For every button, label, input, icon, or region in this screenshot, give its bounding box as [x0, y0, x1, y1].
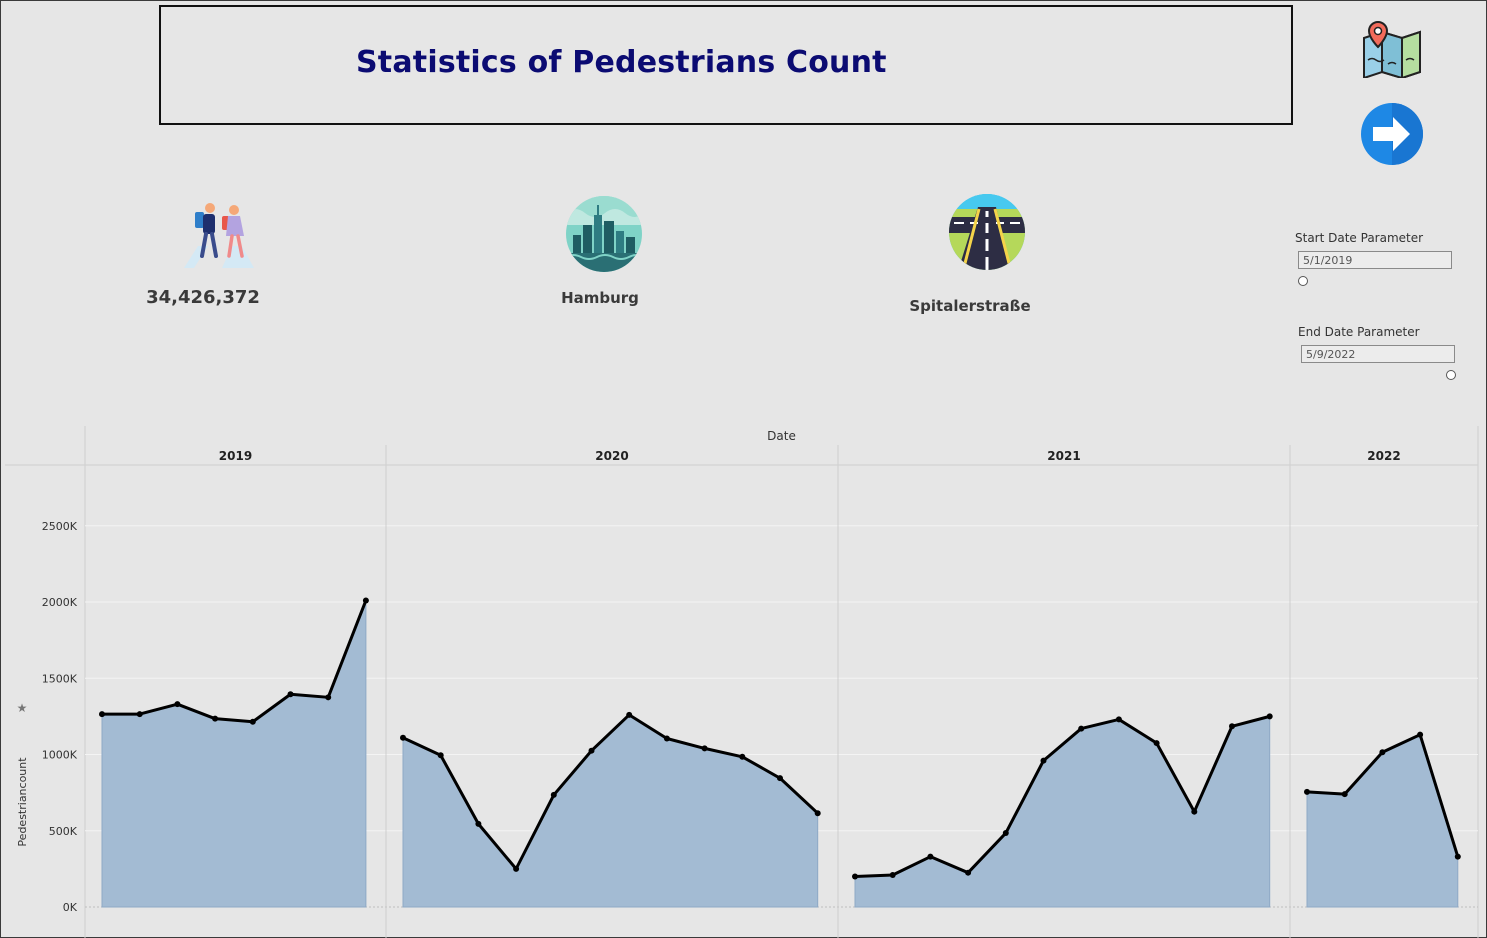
- y-tick-label: 1000K: [42, 749, 78, 762]
- map-pin-icon[interactable]: [1360, 20, 1424, 78]
- data-point-2019: [212, 715, 219, 722]
- y-tick-label: 2500K: [42, 520, 78, 533]
- data-point-2020: [513, 865, 520, 872]
- data-point-2021: [1229, 723, 1235, 730]
- road-icon: [949, 194, 1025, 270]
- data-point-2019: [99, 711, 105, 718]
- data-point-2021: [1191, 808, 1198, 815]
- data-point-2022: [1304, 788, 1310, 795]
- y-axis-title: Pedestriancount: [16, 757, 29, 847]
- data-point-2020: [588, 747, 595, 754]
- area-2019: [101, 600, 367, 908]
- data-point-2019: [362, 597, 369, 604]
- title-box: Statistics of Pedestrians Count: [159, 5, 1293, 125]
- end-date-label: End Date Parameter: [1298, 325, 1420, 339]
- y-tick-label: 0K: [63, 901, 78, 914]
- start-date-slider-handle[interactable]: [1298, 276, 1308, 286]
- x-axis-title: Date: [767, 429, 796, 443]
- data-point-2020: [814, 810, 821, 817]
- data-point-2021: [1040, 757, 1047, 764]
- end-date-slider-handle[interactable]: [1446, 370, 1456, 380]
- data-point-2021: [889, 871, 896, 878]
- panel-year-label: 2021: [1047, 449, 1080, 463]
- start-date-label: Start Date Parameter: [1295, 231, 1424, 245]
- data-point-2021: [1078, 725, 1085, 732]
- data-point-2021: [1115, 716, 1122, 723]
- pin-icon: ★: [17, 701, 28, 715]
- data-point-2019: [174, 701, 181, 708]
- data-point-2022: [1341, 791, 1348, 798]
- data-point-2020: [701, 745, 708, 752]
- start-date-input[interactable]: 5/1/2019: [1298, 251, 1452, 269]
- total-pedestrian-count: 34,426,372: [146, 287, 260, 308]
- data-point-2020: [437, 752, 444, 759]
- arrow-right-icon[interactable]: [1360, 103, 1424, 165]
- page-title: Statistics of Pedestrians Count: [356, 45, 887, 80]
- city-skyline-icon: [566, 196, 642, 272]
- data-point-2019: [136, 711, 143, 718]
- data-point-2019: [325, 694, 332, 701]
- data-point-2021: [927, 853, 934, 860]
- data-point-2021: [965, 869, 972, 876]
- pedestrians-icon: [184, 203, 254, 268]
- y-tick-label: 1500K: [42, 672, 78, 685]
- data-point-2019: [249, 718, 256, 725]
- data-point-2020: [475, 820, 482, 827]
- panel-year-label: 2019: [219, 449, 252, 463]
- data-point-2021: [1266, 713, 1273, 720]
- data-point-2020: [626, 711, 633, 718]
- city-name: Hamburg: [561, 289, 639, 307]
- data-point-2021: [1002, 830, 1009, 837]
- y-tick-label: 500K: [49, 825, 78, 838]
- panel-year-label: 2022: [1367, 449, 1400, 463]
- data-point-2022: [1379, 749, 1386, 756]
- street-name: Spitalerstraße: [909, 297, 1031, 315]
- end-date-input[interactable]: 5/9/2022: [1301, 345, 1455, 363]
- data-point-2020: [550, 791, 557, 798]
- data-point-2019: [287, 691, 294, 698]
- data-point-2021: [1153, 740, 1160, 747]
- panel-year-label: 2020: [595, 449, 628, 463]
- data-point-2020: [400, 734, 406, 741]
- y-tick-label: 2000K: [42, 596, 78, 609]
- line-2020: [402, 713, 819, 871]
- data-point-2020: [663, 735, 670, 742]
- data-point-2021: [852, 873, 858, 880]
- data-point-2020: [739, 753, 746, 760]
- data-point-2022: [1454, 853, 1461, 860]
- line-2021: [854, 714, 1271, 878]
- data-point-2020: [777, 775, 783, 782]
- line-2019: [102, 599, 368, 724]
- data-point-2022: [1417, 731, 1424, 738]
- area-2022: [1306, 733, 1459, 908]
- area-2020: [402, 714, 819, 908]
